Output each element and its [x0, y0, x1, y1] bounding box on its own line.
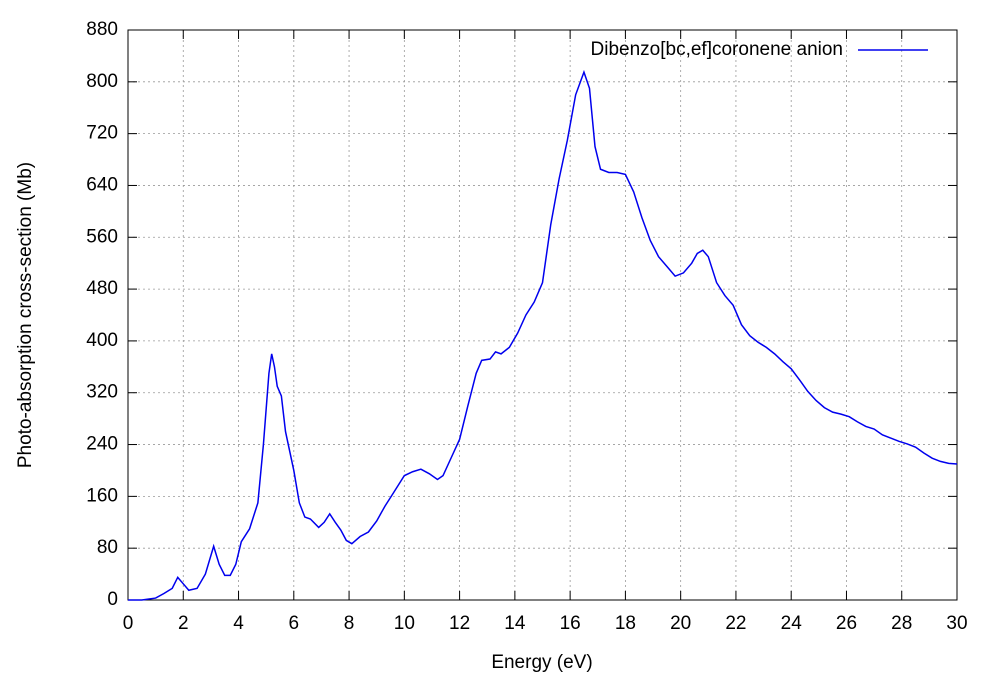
- x-tick-label: 28: [891, 613, 912, 634]
- x-tick-label: 2: [178, 613, 189, 634]
- y-tick-label: 640: [86, 174, 118, 195]
- y-tick-label: 160: [86, 485, 118, 506]
- x-tick-label: 16: [560, 613, 581, 634]
- y-tick-label: 800: [86, 71, 118, 92]
- x-tick-label: 0: [123, 613, 134, 634]
- y-tick-label: 80: [97, 537, 118, 558]
- x-tick-label: 20: [670, 613, 691, 634]
- x-tick-label: 12: [449, 613, 470, 634]
- y-axis-label: Photo-absorption cross-section (Mb): [15, 162, 36, 468]
- y-tick-label: 880: [86, 19, 118, 40]
- x-tick-label: 4: [233, 613, 244, 634]
- data-line: [128, 69, 958, 601]
- plot-border: [127, 29, 958, 601]
- y-tick-label: 320: [86, 382, 118, 403]
- x-axis-label: Energy (eV): [491, 652, 592, 673]
- x-tick-label: 22: [725, 613, 746, 634]
- x-tick-label: 10: [394, 613, 415, 634]
- y-tick-label: 480: [86, 278, 118, 299]
- x-tick-label: 24: [781, 613, 803, 634]
- y-tick-label: 720: [86, 123, 118, 144]
- y-tick-label: 400: [86, 330, 118, 351]
- y-tick-label: 240: [86, 434, 118, 455]
- x-tick-label: 14: [504, 613, 526, 634]
- legend-label: Dibenzo[bc,ef]coronene anion: [591, 39, 843, 60]
- x-tick-label: 30: [946, 613, 967, 634]
- x-tick-label: 18: [615, 613, 636, 634]
- x-tick-label: 26: [836, 613, 857, 634]
- x-tick-label: 6: [289, 613, 300, 634]
- x-tick-label: 8: [344, 613, 355, 634]
- y-tick-label: 560: [86, 226, 118, 247]
- y-tick-label: 0: [107, 589, 118, 610]
